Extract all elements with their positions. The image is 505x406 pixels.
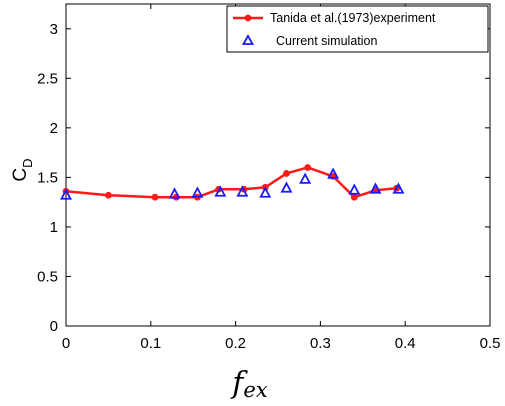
legend-box: [226, 5, 489, 53]
experiment-point: [350, 193, 358, 201]
y-tick-label: 2.5: [37, 70, 58, 87]
y-axis-label: CD: [10, 158, 35, 181]
legend: Tanida et al.(1973)experiment Current si…: [226, 5, 489, 53]
x-axis-ticks: 0 0.1 0.2 0.3 0.4 0.5: [62, 4, 501, 352]
simulation-point: [327, 167, 340, 179]
experiment-point: [283, 170, 290, 177]
y-tick-label: 2: [50, 120, 58, 137]
simulation-point: [214, 185, 227, 197]
simulation-point: [280, 181, 293, 193]
legend-label-simulation: Current simulation: [276, 34, 377, 48]
x-axis-label: fex: [230, 366, 268, 402]
legend-label-experiment: Tanida et al.(1973)experiment: [270, 11, 436, 25]
simulation-point: [369, 182, 382, 194]
y-tick-label: 0: [50, 318, 58, 335]
y-axis-ticks: 0 0.5 1 1.5 2 2.5 3: [37, 21, 490, 335]
legend-marker-simulation: [241, 34, 255, 45]
series-1: [60, 167, 405, 200]
simulation-point: [60, 188, 72, 200]
x-tick-label: 0.1: [140, 335, 161, 352]
y-tick-label: 0.5: [37, 268, 58, 285]
y-tick-label: 3: [50, 21, 58, 38]
svg-text:CD: CD: [10, 158, 35, 181]
simulation-point: [392, 182, 405, 194]
simulation-point: [259, 186, 272, 198]
y-axis-label-sub: D: [20, 158, 35, 167]
x-tick-label: 0: [62, 335, 70, 352]
simulation-point: [236, 185, 249, 197]
x-tick-label: 0.2: [225, 335, 246, 352]
experiment-point: [304, 164, 312, 171]
x-tick-label: 0.5: [480, 335, 501, 352]
simulation-point: [299, 172, 312, 184]
x-axis-label-sub: ex: [243, 378, 267, 402]
experiment-point: [105, 191, 112, 199]
simulation-point: [348, 183, 361, 195]
y-tick-label: 1.5: [37, 169, 58, 186]
x-tick-label: 0.4: [395, 335, 416, 352]
simulation-point: [168, 187, 181, 199]
simulation-point: [191, 186, 204, 198]
plot-frame: [65, 3, 491, 327]
legend-marker-experiment: [244, 14, 252, 22]
series-layer: [60, 164, 405, 201]
experiment-point: [151, 193, 159, 201]
x-tick-label: 0.3: [310, 335, 331, 352]
y-tick-label: 1: [50, 219, 58, 236]
y-axis-label-main: C: [10, 168, 31, 182]
